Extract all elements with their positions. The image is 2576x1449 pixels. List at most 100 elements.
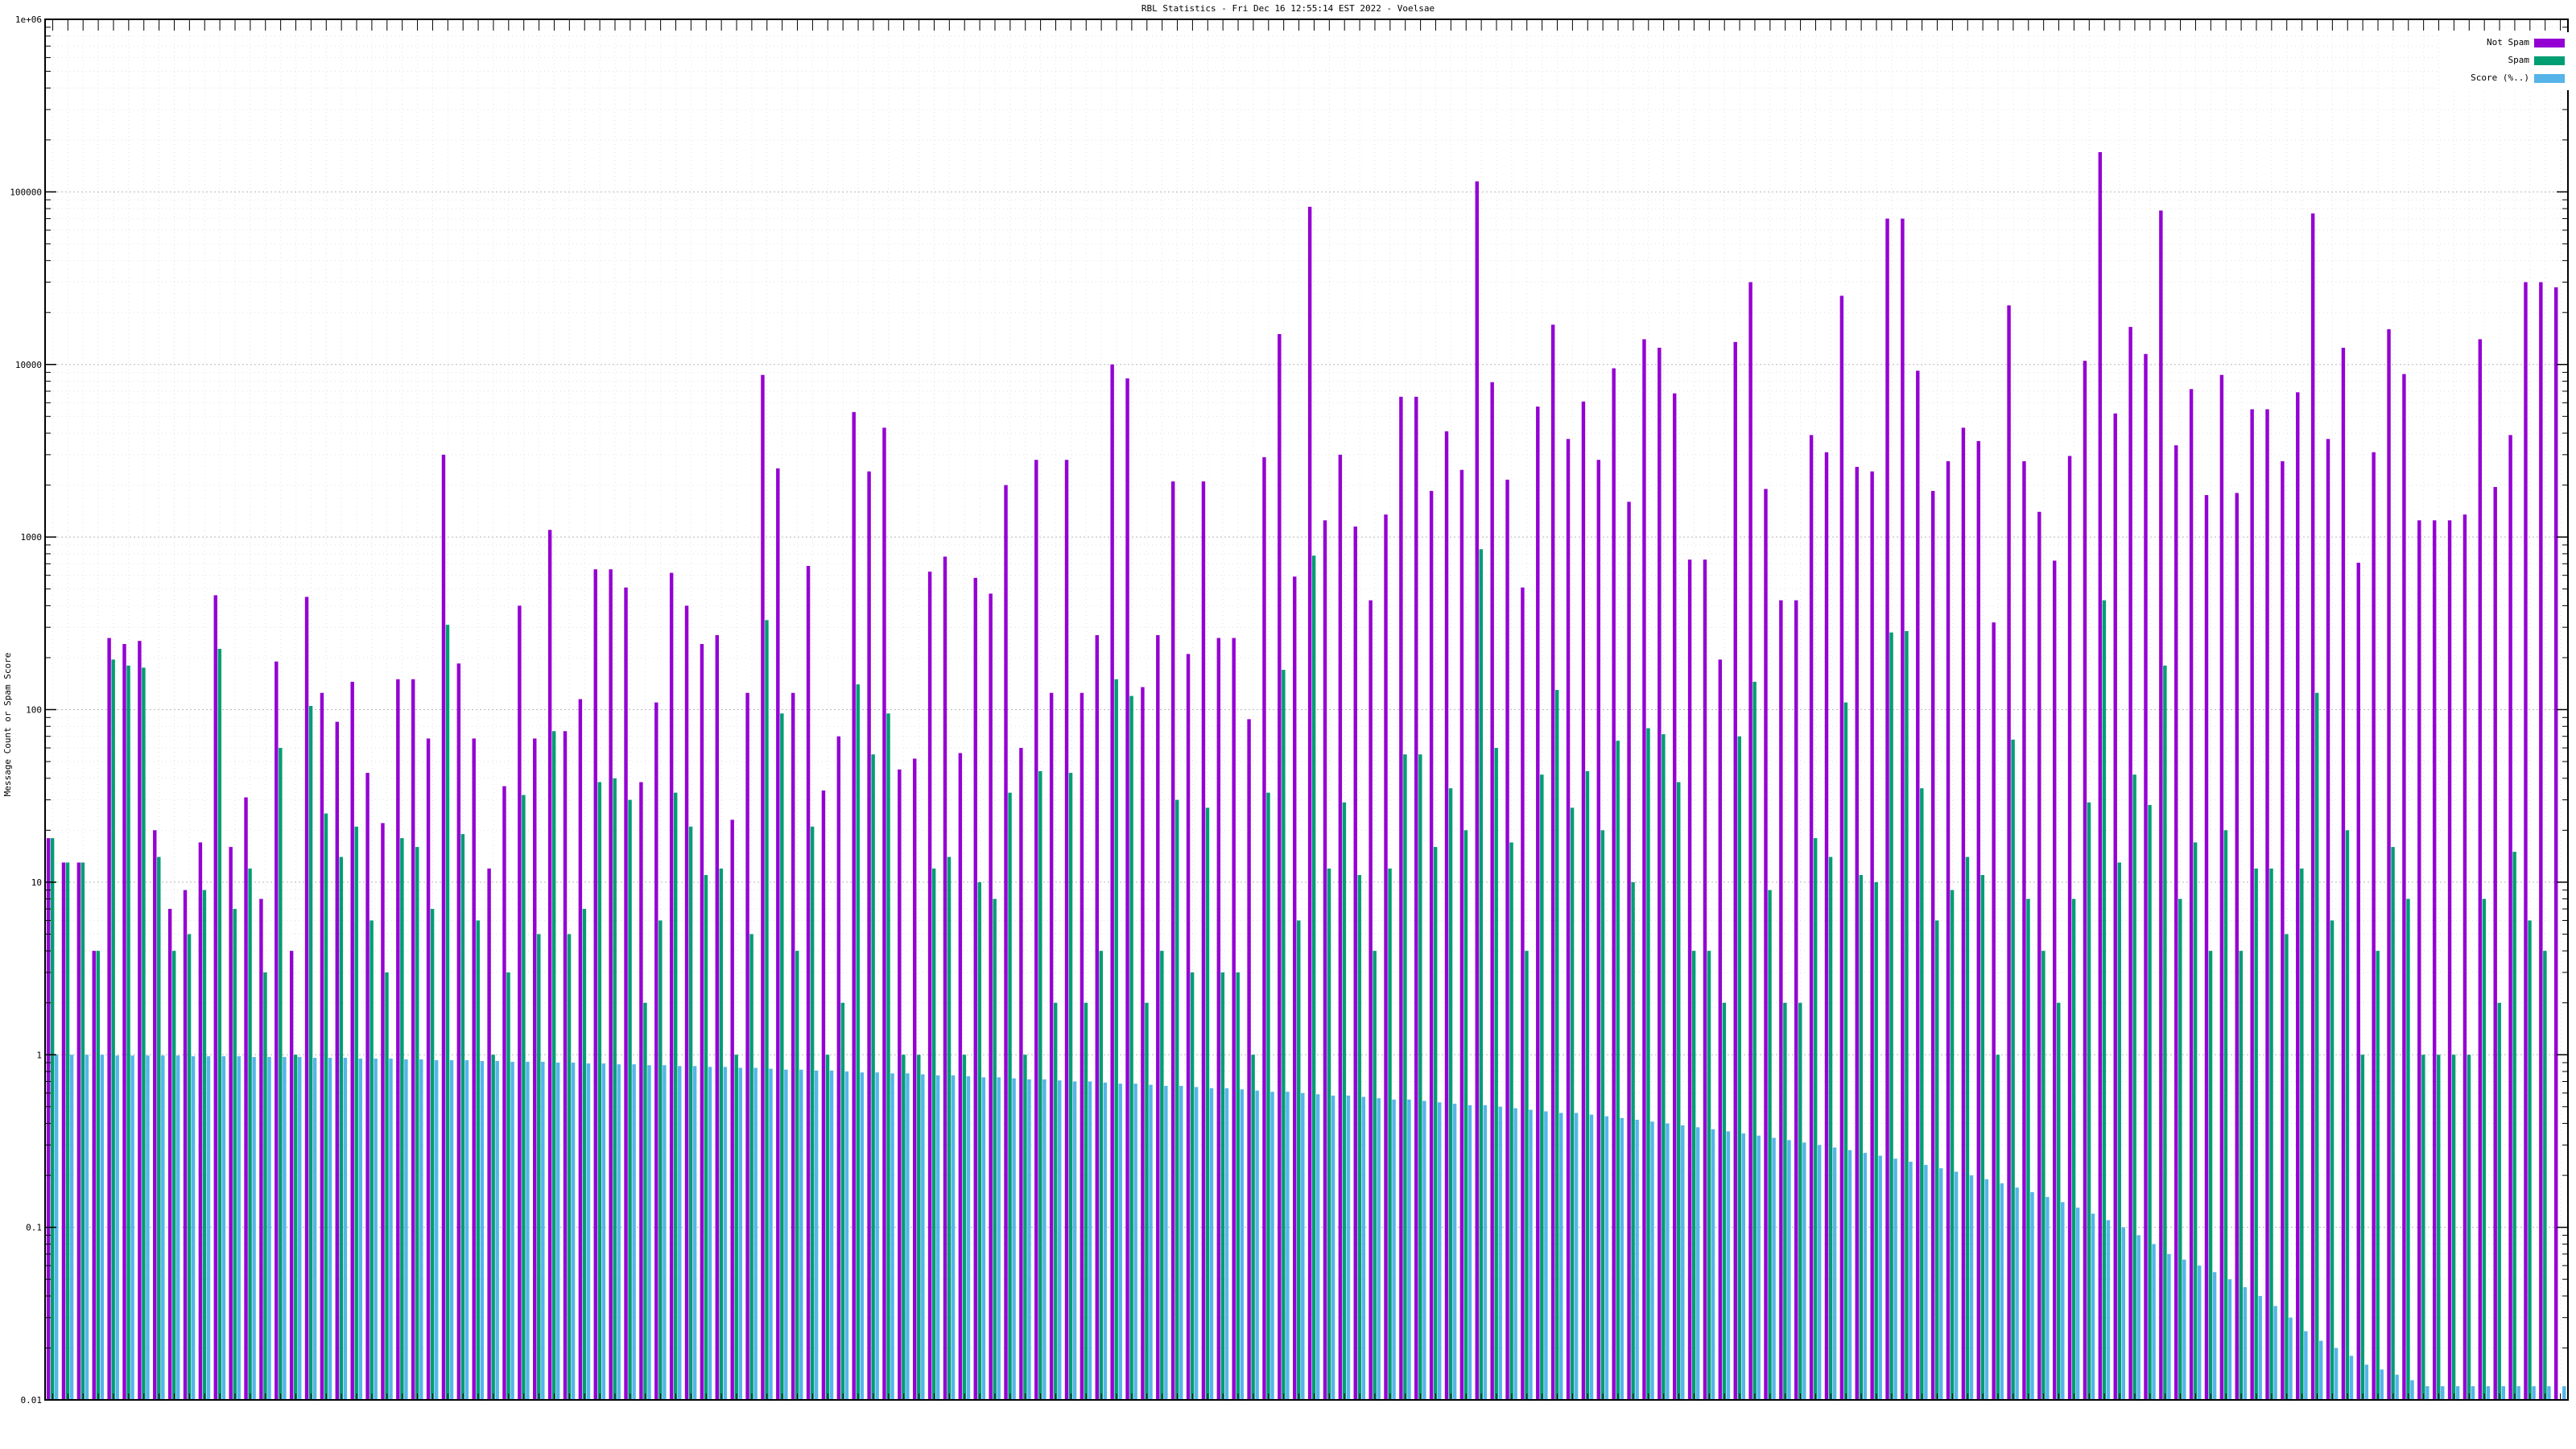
- bar-score: [1984, 1179, 1989, 1400]
- bar-score: [814, 1070, 819, 1400]
- bar-spam: [1585, 770, 1590, 1400]
- bar-score: [1103, 1082, 1108, 1400]
- bar-not-spam: [761, 374, 765, 1401]
- bar-score: [2349, 1356, 2354, 1400]
- bar-score: [283, 1057, 287, 1400]
- bar-spam: [2451, 1055, 2456, 1400]
- bar-spam: [673, 792, 678, 1400]
- bar-score: [434, 1060, 439, 1400]
- bar-score: [2075, 1208, 2080, 1400]
- bar-spam: [537, 934, 541, 1400]
- bar-not-spam: [350, 681, 354, 1400]
- bar-not-spam: [1901, 218, 1905, 1401]
- bar-score: [1027, 1079, 1031, 1400]
- bar-spam: [171, 951, 176, 1400]
- bar-score: [2091, 1213, 2095, 1400]
- bar-spam: [1509, 842, 1513, 1400]
- bar-score: [1255, 1090, 1259, 1400]
- bar-score: [1574, 1113, 1579, 1400]
- bar-not-spam: [1764, 489, 1768, 1400]
- bar-score: [237, 1056, 241, 1400]
- bar-spam: [1996, 1055, 2000, 1400]
- bar-spam: [1038, 770, 1042, 1400]
- bar-score: [2015, 1187, 2019, 1400]
- bar-not-spam: [2189, 389, 2194, 1401]
- bar-spam: [2467, 1055, 2471, 1400]
- bar-not-spam: [2524, 282, 2528, 1401]
- bar-spam: [1236, 972, 1240, 1400]
- bar-not-spam: [1855, 466, 1859, 1400]
- bar-spam: [1570, 807, 1575, 1400]
- bar-not-spam: [1278, 334, 1282, 1400]
- bar-spam: [2223, 830, 2228, 1400]
- bar-spam: [2026, 898, 2030, 1400]
- bar-score: [1847, 1150, 1852, 1400]
- bar-spam: [187, 934, 192, 1400]
- legend-swatch-spam: [2534, 56, 2565, 65]
- bar-spam: [1205, 807, 1210, 1400]
- bar-score: [1361, 1096, 1366, 1400]
- bar-not-spam: [1216, 638, 1221, 1400]
- bar-not-spam: [1885, 218, 1889, 1401]
- bar-not-spam: [1399, 396, 1403, 1400]
- bar-spam: [1282, 670, 1286, 1400]
- bar-not-spam: [2462, 514, 2467, 1401]
- bar-score: [2547, 1386, 2551, 1400]
- bar-score: [1666, 1123, 1670, 1400]
- bar-not-spam: [1642, 339, 1646, 1400]
- bar-not-spam: [1550, 324, 1555, 1401]
- bar-not-spam: [138, 641, 142, 1400]
- bar-score: [1072, 1081, 1077, 1400]
- legend-label-spam: Spam: [2508, 55, 2530, 65]
- bar-not-spam: [654, 702, 658, 1400]
- bar-spam: [2071, 898, 2076, 1400]
- bar-score: [1240, 1089, 1244, 1400]
- bar-not-spam: [244, 797, 248, 1400]
- bar-not-spam: [2387, 328, 2391, 1400]
- bar-not-spam: [1095, 635, 1099, 1400]
- bar-not-spam: [2447, 520, 2452, 1400]
- bar-spam: [977, 881, 981, 1401]
- bar-spam: [1099, 951, 1104, 1400]
- bar-spam: [917, 1055, 921, 1400]
- bar-spam: [2117, 862, 2121, 1400]
- bar-score: [1012, 1078, 1016, 1400]
- bar-not-spam: [1687, 559, 1692, 1401]
- bar-not-spam: [1992, 622, 1996, 1400]
- bar-spam: [825, 1055, 830, 1400]
- bar-spam: [688, 826, 693, 1400]
- bar-score: [1513, 1108, 1517, 1400]
- bar-score: [1544, 1111, 1548, 1400]
- bar-not-spam: [1536, 407, 1540, 1401]
- bar-score: [2486, 1386, 2491, 1400]
- bar-spam: [2087, 802, 2091, 1400]
- bar-not-spam: [259, 898, 263, 1400]
- bar-score: [2455, 1386, 2460, 1400]
- bar-not-spam: [1946, 460, 1951, 1401]
- bar-spam: [2497, 1002, 2501, 1400]
- bar-not-spam: [1201, 481, 1206, 1400]
- bar-spam: [749, 934, 753, 1400]
- bar-score: [663, 1065, 667, 1400]
- bar-score: [1392, 1099, 1396, 1400]
- bar-score: [1863, 1153, 1868, 1400]
- bar-spam: [1737, 736, 1741, 1400]
- bar-spam: [567, 934, 572, 1400]
- bar-spam: [993, 898, 997, 1400]
- bar-spam: [2330, 920, 2334, 1400]
- bar-spam: [1874, 881, 1878, 1401]
- bar-not-spam: [1916, 370, 1920, 1400]
- bar-spam: [1525, 951, 1529, 1400]
- bar-spam: [339, 857, 344, 1400]
- bar-spam: [2285, 934, 2289, 1400]
- bar-spam: [2300, 868, 2304, 1400]
- bar-not-spam: [2554, 287, 2558, 1400]
- bar-not-spam: [2310, 213, 2315, 1400]
- bar-score: [1650, 1121, 1654, 1400]
- bar-not-spam: [1293, 576, 1297, 1400]
- y-tick-label: 10000: [15, 360, 42, 370]
- bar-not-spam: [593, 569, 597, 1400]
- bar-spam: [1889, 632, 1893, 1400]
- bar-score: [1209, 1088, 1214, 1400]
- bar-not-spam: [1612, 368, 1616, 1400]
